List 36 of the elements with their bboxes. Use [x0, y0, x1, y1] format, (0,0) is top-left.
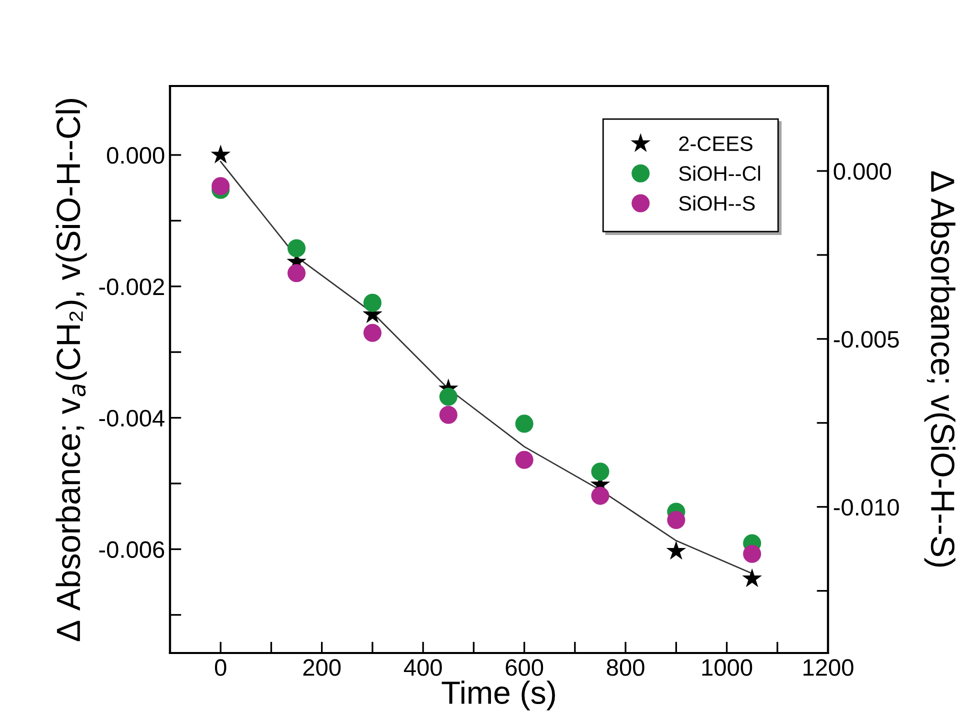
x-tick-label: 1000	[702, 659, 752, 676]
y2-tick-label: -0.005	[834, 331, 899, 348]
point	[210, 144, 231, 164]
point	[591, 462, 610, 481]
x-tick-label: 400	[404, 659, 442, 676]
point	[515, 450, 534, 469]
x-tick-label: 1200	[804, 659, 854, 676]
y-axis-title: Δ Absorbance; v$_{a}$(CH₂), v(SiO-H--Cl)	[56, 99, 87, 642]
point	[363, 294, 382, 312]
x-tick-label: 600	[506, 659, 544, 676]
x-tick-label: 200	[303, 659, 341, 676]
legend-label: SiOH--Cl	[679, 166, 760, 181]
x-tick-label: 800	[606, 659, 644, 676]
x-tick-label: 0	[214, 659, 226, 676]
legend-label: 2-CEES	[679, 136, 752, 152]
y2-tick-label: 0.000	[834, 163, 892, 180]
point	[743, 544, 762, 563]
point	[742, 568, 762, 588]
point	[591, 486, 610, 505]
point	[288, 264, 306, 282]
y2-tick-label: -0.010	[834, 498, 899, 516]
y-tick-label: -0.004	[99, 410, 164, 427]
point	[667, 510, 686, 530]
point	[515, 414, 534, 433]
point	[288, 239, 306, 258]
y-tick-label: 0.000	[106, 147, 164, 164]
y2-axis-title: Δ Absorbance; v(SiO-H--S)	[924, 171, 956, 567]
x-axis-title: Time (s)	[442, 680, 555, 710]
legend-label: SiOH--S	[679, 195, 755, 211]
point	[212, 177, 230, 196]
point	[439, 388, 458, 406]
y-tick-label: -0.002	[99, 278, 164, 296]
point	[666, 540, 686, 560]
point	[363, 324, 382, 342]
y-tick-label: -0.006	[99, 541, 164, 558]
point	[439, 406, 458, 424]
